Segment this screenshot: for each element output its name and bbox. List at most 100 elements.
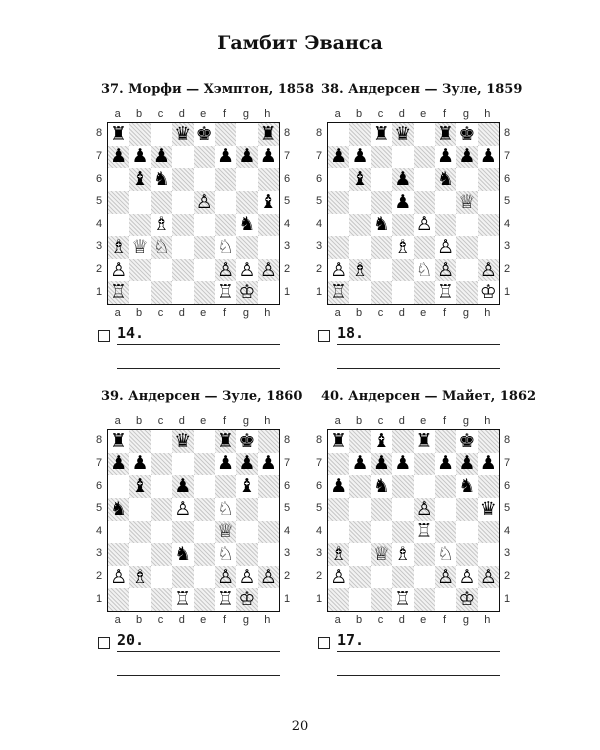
file-label: f [443, 307, 447, 319]
square-f1 [434, 588, 457, 611]
black-rook-icon: ♜ [110, 429, 128, 452]
square-a8: ♜ [108, 429, 130, 453]
square-h4 [257, 520, 279, 544]
rank-label: 1 [504, 592, 511, 605]
white-king-icon: ♔ [238, 281, 256, 304]
file-label: g [242, 108, 249, 120]
square-c4: ♗ [150, 213, 173, 237]
square-e4: ♖ [413, 520, 435, 544]
white-pawn-icon: ♙ [195, 190, 213, 213]
square-g6 [236, 168, 258, 191]
file-label: a [334, 307, 341, 319]
solved-checkbox[interactable] [98, 637, 110, 649]
white-knight-icon: ♘ [437, 542, 455, 565]
answer-line[interactable] [337, 344, 500, 345]
answer-line[interactable] [117, 344, 280, 345]
rank-label: 1 [284, 285, 291, 298]
file-label: e [420, 307, 427, 319]
square-e4 [193, 520, 215, 544]
answer-move-number: 17. [337, 631, 365, 649]
square-e3 [413, 236, 435, 259]
black-pawn-icon: ♟ [479, 452, 497, 475]
white-pawn-icon: ♙ [437, 565, 455, 588]
page-number: 20 [291, 719, 309, 734]
file-label: b [356, 108, 363, 120]
file-label: h [264, 614, 271, 626]
square-e6 [193, 475, 215, 498]
solved-checkbox[interactable] [318, 637, 330, 649]
square-f1: ♖ [434, 281, 457, 304]
square-c1 [370, 588, 393, 611]
black-bishop-icon: ♝ [238, 475, 256, 498]
file-label: d [398, 415, 405, 427]
file-label: c [377, 108, 384, 120]
square-f3: ♘ [434, 542, 457, 566]
rank-label: 5 [96, 502, 103, 515]
square-h8 [477, 123, 499, 146]
file-label: f [223, 415, 227, 427]
file-label: b [356, 307, 363, 319]
square-h5 [257, 497, 279, 521]
file-label: d [178, 307, 185, 319]
answer-line[interactable] [117, 368, 280, 369]
diagram-heading: 37. Морфи — Хэмптон, 1858 [101, 82, 314, 97]
square-g7: ♟ [456, 145, 478, 169]
square-e6 [413, 168, 435, 191]
file-label: h [264, 108, 271, 120]
rank-label: 3 [316, 240, 323, 253]
file-label: d [398, 307, 405, 319]
file-label: g [242, 307, 249, 319]
file-label: g [242, 614, 249, 626]
solved-checkbox[interactable] [318, 330, 330, 342]
square-b7: ♟ [349, 452, 371, 476]
square-g5 [456, 497, 478, 521]
answer-line[interactable] [337, 651, 500, 652]
black-pawn-icon: ♟ [238, 145, 256, 168]
square-b8 [129, 123, 151, 146]
rank-label: 4 [284, 217, 291, 230]
square-d4 [392, 520, 414, 544]
white-king-icon: ♔ [479, 281, 497, 304]
answer-line[interactable] [337, 675, 500, 676]
black-pawn-icon: ♟ [458, 452, 476, 475]
file-labels: a b c d e f g h [107, 307, 278, 319]
square-g4: ♞ [236, 213, 258, 237]
square-a4 [108, 213, 130, 237]
white-knight-icon: ♘ [217, 235, 235, 258]
file-label: g [462, 614, 469, 626]
chessboard: ♜ ♝ ♜ ♚ ♟ ♟ ♟ ♟ ♟ ♟ ♟ ♞ ♞ ♙ ♛ ♖ ♗ ♕ ♗ ♘ ♙ ♙ ♙ ♙ ♖ ♔ [327, 429, 500, 612]
square-h4 [477, 213, 499, 237]
square-c4: ♞ [370, 213, 393, 237]
square-h3 [477, 236, 499, 259]
square-f8: ♜ [214, 430, 237, 453]
square-g2: ♙ [236, 258, 258, 282]
black-pawn-icon: ♟ [394, 190, 412, 213]
answer-line[interactable] [117, 651, 280, 652]
square-a6: ♟ [328, 475, 350, 498]
square-d4 [392, 213, 414, 237]
rank-label: 2 [96, 570, 103, 583]
square-b1 [129, 588, 151, 611]
white-bishop-icon: ♗ [394, 542, 412, 565]
square-c8: ♜ [370, 123, 393, 146]
square-c5 [150, 497, 173, 521]
rank-label: 3 [96, 240, 103, 253]
black-rook-icon: ♜ [437, 122, 455, 145]
answer-line[interactable] [117, 675, 280, 676]
square-a8 [328, 123, 350, 146]
rank-label: 4 [316, 524, 323, 537]
square-a4 [108, 520, 130, 544]
square-d4 [172, 213, 194, 237]
square-d7 [392, 145, 414, 169]
answer-line[interactable] [337, 368, 500, 369]
rank-label: 4 [504, 524, 511, 537]
square-d1 [172, 281, 194, 304]
square-e5 [413, 190, 435, 214]
black-knight-icon: ♞ [110, 497, 128, 520]
solved-checkbox[interactable] [98, 330, 110, 342]
file-label: g [462, 108, 469, 120]
square-b6: ♝ [349, 168, 371, 191]
file-label: c [157, 108, 164, 120]
file-label: e [420, 614, 427, 626]
square-f2: ♙ [214, 565, 237, 589]
